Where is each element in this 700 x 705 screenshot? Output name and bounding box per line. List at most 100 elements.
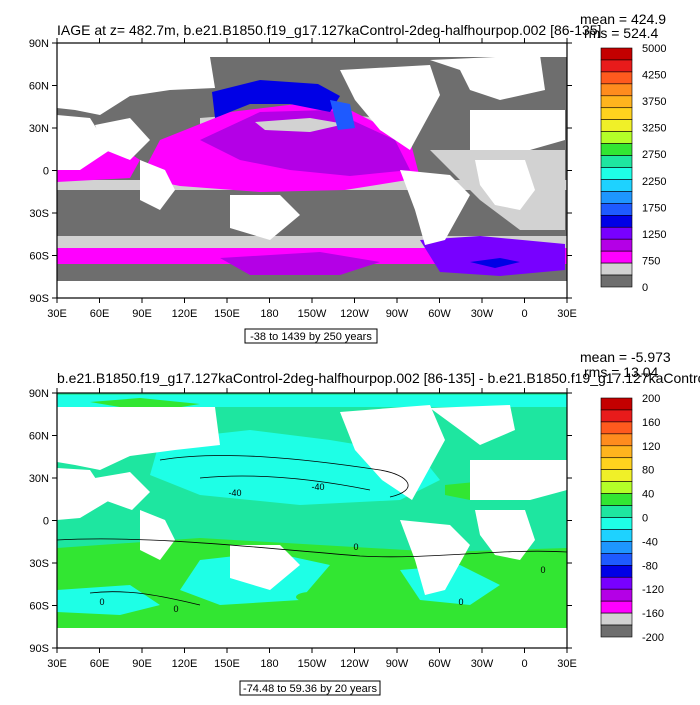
panel-2-range-box [239,680,381,696]
x-tick-label: 150E [214,658,240,670]
colorbar-label: 5000 [642,43,666,55]
x-tick-label: 60E [90,658,110,670]
colorbar-swatch [600,131,633,144]
colorbar-swatch [600,95,633,109]
colorbar-swatch [600,191,633,204]
x-tick-label: 150E [214,308,240,320]
panel-2-y-ticks: 90N 60N 30N 0 30S 60S 90S [29,388,572,655]
y-tick-label: 60S [29,601,49,613]
colorbar-swatch [600,155,633,168]
panel-2-x-ticks: 30E 60E 90E 120E 150E 180 150W 120W 90W 60W 30W 0 30… [47,388,577,670]
x-tick-label: 90W [386,658,409,670]
x-tick-label: 30E [47,308,67,320]
panel-1-y-ticks: 90N 60N 30N 0 30S 60S 90S [29,38,572,305]
colorbar-swatch [600,505,633,518]
colorbar-label: -120 [642,584,664,596]
y-tick-label: 90N [29,388,49,400]
panel-1-colorbar-labels: 5000 4250 3750 3250 2750 2250 1750 1250 750 0 [642,43,666,294]
colorbar-swatch [600,179,633,192]
colorbar-label: 1250 [642,229,666,241]
colorbar-label: -40 [642,536,658,548]
colorbar-swatch [600,143,633,156]
colorbar-swatch [600,215,633,228]
colorbar-swatch [600,529,633,542]
x-tick-label: 60E [90,308,110,320]
x-tick-label: 30E [557,658,577,670]
contour-label: 0 [173,604,178,614]
x-tick-label: 30E [557,308,577,320]
colorbar-swatch [600,576,633,590]
y-tick-label: 60N [29,81,49,93]
colorbar-swatch [600,274,633,288]
colorbar-label: 3750 [642,96,666,108]
x-tick-label: 120E [172,308,198,320]
panel-2-rms: rms = 13.04 [584,364,659,380]
colorbar-swatch [600,517,633,530]
x-tick-label: 150W [298,308,327,320]
panel-2-contour-labels: -40 -40 0 0 0 0 0 [99,482,545,614]
colorbar-swatch [600,588,633,602]
colorbar-swatch [600,409,633,423]
colorbar-label: 80 [642,465,654,477]
colorbar-label: -200 [642,632,664,644]
contour-label: 0 [353,542,358,552]
colorbar-swatch [600,119,633,132]
colorbar-label: 120 [642,441,660,453]
colorbar-swatch [600,564,633,578]
colorbar-label: 2250 [642,176,666,188]
panel-1-rms: rms = 524.4 [584,25,659,41]
y-tick-label: 0 [43,166,49,178]
colorbar-swatch [600,83,633,97]
colorbar-swatch [600,624,633,638]
colorbar-swatch [600,167,633,180]
x-tick-label: 30E [47,658,67,670]
colorbar-swatch [600,250,633,264]
panel-2: b.e21.B1850.f19_g17.127kaControl-2deg-ha… [29,349,700,696]
x-tick-label: 150W [298,658,327,670]
colorbar-swatch [600,553,633,566]
x-tick-label: 60W [428,308,451,320]
x-tick-label: 180 [260,308,278,320]
colorbar-swatch [600,445,633,459]
x-tick-label: 120E [172,658,198,670]
colorbar-swatch [600,469,633,482]
colorbar-label: 2750 [642,149,666,161]
colorbar-swatch [600,59,633,73]
contour-label: 0 [540,565,545,575]
panel-1-range-label: -38 to 1439 by 250 years [250,331,372,343]
colorbar-swatch [600,47,633,61]
y-tick-label: 30S [29,208,49,220]
x-tick-label: 180 [260,658,278,670]
x-tick-label: 30W [471,658,494,670]
colorbar-swatch [600,71,633,85]
panel-1-mean: mean = 424.9 [580,11,666,27]
panel-2-range-label: -74.48 to 59.36 by 20 years [243,683,377,695]
panel-2-map [57,393,567,648]
colorbar-swatch [600,493,633,506]
x-tick-label: 120W [340,658,369,670]
colorbar-swatch [600,600,633,614]
colorbar-label: 4250 [642,70,666,82]
colorbar-label: 0 [642,513,648,525]
x-tick-label: 60W [428,658,451,670]
y-tick-label: 90S [29,293,49,305]
colorbar-swatch [600,433,633,447]
colorbar-swatch [600,481,633,494]
colorbar-swatch [600,421,633,435]
colorbar-swatch [600,397,633,411]
x-tick-label: 120W [340,308,369,320]
y-tick-label: 30N [29,473,49,485]
x-tick-label: 0 [521,308,527,320]
colorbar-label: 3250 [642,123,666,135]
colorbar-swatch [600,541,633,554]
panel-2-mean: mean = -5.973 [580,349,671,365]
panel-2-colorbar [600,397,633,638]
y-tick-label: 60S [29,251,49,263]
x-tick-label: 90E [132,308,152,320]
colorbar-label: -160 [642,608,664,620]
x-tick-label: 30W [471,308,494,320]
panel-2-title: b.e21.B1850.f19_g17.127kaControl-2deg-ha… [57,370,700,386]
colorbar-swatch [600,262,633,276]
y-tick-label: 30N [29,123,49,135]
